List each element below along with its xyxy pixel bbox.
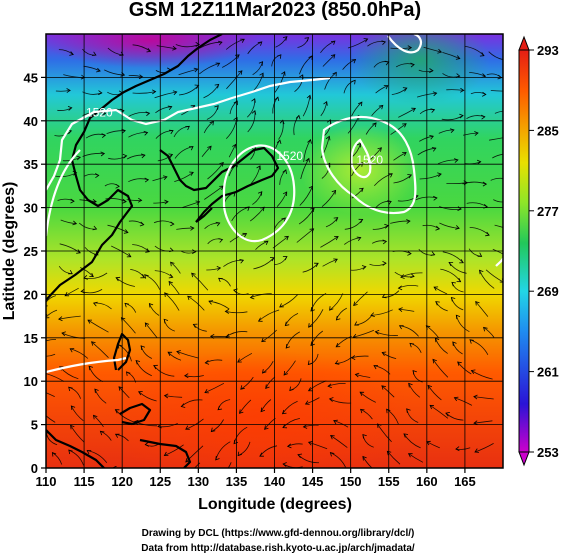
y-tick-label: 40 xyxy=(24,114,38,129)
y-axis: 0 5 10 15 20 25 30 35 40 45 xyxy=(24,70,46,476)
x-tick-label: 155 xyxy=(378,474,400,489)
contour-label: 1520 xyxy=(86,105,113,119)
x-tick-label: 135 xyxy=(226,474,248,489)
x-tick-label: 160 xyxy=(416,474,438,489)
x-tick-label: 115 xyxy=(74,474,95,489)
x-axis: 110 115 120 125 130 135 140 145 150 155 160 165 xyxy=(36,468,476,489)
contour-label: 1520 xyxy=(276,149,303,163)
colorbar: 293 285 277 269 261 253 xyxy=(518,35,559,467)
contour-label: 1520 xyxy=(356,153,383,167)
y-tick-label: 5 xyxy=(31,418,38,433)
cool-region xyxy=(350,34,490,105)
hot-region xyxy=(100,350,420,468)
height-contours xyxy=(46,34,503,374)
credit-drawing: Drawing by DCL (https://www.gfd-dennou.o… xyxy=(142,528,415,539)
colorbar-bottom-arrow xyxy=(518,451,530,467)
x-tick-label: 125 xyxy=(149,474,171,489)
colorbar-tick-label: 293 xyxy=(537,43,559,58)
colorbar-ticks: 293 285 277 269 261 253 xyxy=(529,43,559,460)
y-tick-label: 30 xyxy=(24,201,38,216)
x-tick-label: 110 xyxy=(36,474,57,489)
colorbar-tick-label: 253 xyxy=(537,445,559,460)
warm-region xyxy=(300,125,420,215)
y-tick-label: 25 xyxy=(24,244,38,259)
y-tick-label: 10 xyxy=(24,374,38,389)
x-tick-label: 165 xyxy=(454,474,476,489)
x-tick-label: 145 xyxy=(302,474,324,489)
x-tick-label: 150 xyxy=(340,474,362,489)
contour-labels: 1520 1520 1520 xyxy=(86,105,383,167)
chart-title: GSM 12Z11Mar2023 (850.0hPa) xyxy=(129,0,421,21)
y-tick-label: 15 xyxy=(24,331,38,346)
colorbar-bar xyxy=(518,49,530,453)
x-axis-label: Longitude (degrees) xyxy=(198,496,352,513)
grid-lines xyxy=(46,34,503,468)
x-tick-label: 120 xyxy=(111,474,133,489)
colorbar-top-arrow xyxy=(518,35,530,51)
colorbar-tick-label: 277 xyxy=(537,204,559,219)
y-tick-label: 0 xyxy=(31,461,38,476)
y-tick-label: 35 xyxy=(24,157,38,172)
coastlines xyxy=(46,34,280,468)
x-tick-label: 140 xyxy=(264,474,286,489)
y-axis-label: Latitude (degrees) xyxy=(1,182,18,321)
colorbar-tick-label: 269 xyxy=(537,284,559,299)
y-tick-label: 45 xyxy=(24,70,38,85)
colorbar-tick-label: 285 xyxy=(537,123,559,138)
credit-data: Data from http://database.rish.kyoto-u.a… xyxy=(141,543,415,554)
y-tick-label: 20 xyxy=(24,287,38,302)
colorbar-tick-label: 261 xyxy=(537,365,559,380)
x-tick-label: 130 xyxy=(187,474,209,489)
